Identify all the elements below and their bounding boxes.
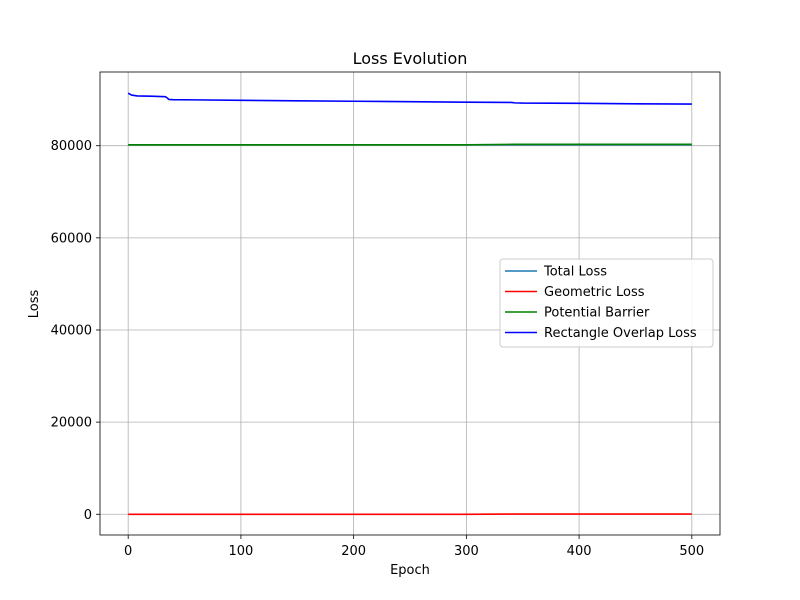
y-axis-label: Loss: [27, 290, 42, 319]
chart-title: Loss Evolution: [353, 49, 468, 68]
legend-label-geometric-loss: Geometric Loss: [544, 285, 645, 300]
x-tick-label: 300: [454, 544, 479, 559]
x-tick-label: 400: [567, 544, 592, 559]
legend-label-potential-barrier: Potential Barrier: [544, 306, 650, 321]
series-line-rectangle-overlap-loss: [127, 92, 692, 105]
series-lines: [127, 92, 692, 516]
y-tick-label: 40000: [51, 323, 92, 338]
plot-frame: [99, 71, 721, 536]
x-tick-label: 100: [228, 544, 253, 559]
y-tick-label: 20000: [51, 416, 92, 431]
legend: Total Loss Geometric Loss Potential Barrie…: [499, 258, 714, 348]
y-tick-label: 0: [84, 508, 92, 523]
x-tick-label: 500: [679, 544, 704, 559]
legend-box: [499, 258, 714, 348]
axis-ticks: 0 100 200 300 400 500 0 20000 40000 60000 80000: [51, 139, 705, 559]
y-tick-label: 80000: [51, 139, 92, 154]
x-tick-label: 200: [341, 544, 366, 559]
legend-label-rectangle-overlap-loss: Rectangle Overlap Loss: [544, 326, 697, 341]
y-tick-label: 60000: [51, 231, 92, 246]
x-axis-label: Epoch: [390, 563, 430, 578]
x-tick-label: 0: [124, 544, 132, 559]
legend-label-total-loss: Total Loss: [543, 265, 607, 280]
